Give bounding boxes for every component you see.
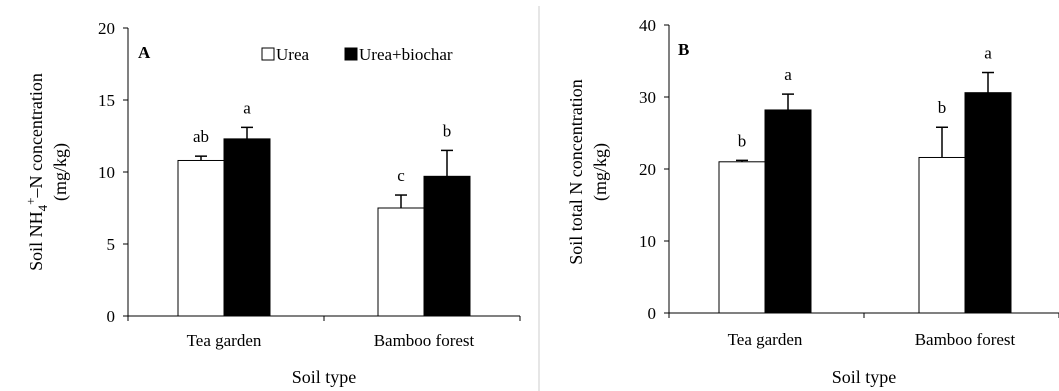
panel-b-y-tick-label: 40 [639, 16, 656, 35]
panel-a-y-axis-title-suffix: –N concentration [26, 73, 46, 198]
legend-swatch-urea-biochar [344, 47, 358, 61]
panel-a-y-axis-title-prefix: Soil NH [26, 211, 46, 271]
panel-b-bar-bamboo-forest-urea-biochar [964, 92, 1012, 314]
panel-b-chart: 0 10 20 30 40 Tea garden Bamboo forest S… [566, 16, 1059, 387]
panel-a-label: A [138, 43, 151, 62]
panel-b-y-tick-label: 30 [639, 88, 656, 107]
panel-a-y-tick-label: 20 [98, 19, 115, 38]
panel-b-bar-tea-garden-urea-biochar [764, 109, 812, 314]
panel-a-y-tick-label: 0 [107, 307, 116, 326]
panel-b-label: B [678, 40, 689, 59]
panel-a-y-tick-label: 5 [107, 235, 116, 254]
panel-b-bar-tea-garden-urea [718, 161, 766, 314]
panel-a-y-tick-label: 15 [98, 91, 115, 110]
panel-b-y-tick-label: 20 [639, 160, 656, 179]
panel-b-x-tick-labels: Tea garden Bamboo forest [728, 330, 1016, 349]
panel-a-bars: ab a c b [123, 27, 521, 321]
panel-a-bar-bamboo-forest-urea [377, 207, 425, 317]
panel-a-x-tick-label-tea-garden: Tea garden [187, 331, 262, 350]
panel-a-y-axis-title: Soil NH4+–N concentration [23, 73, 50, 271]
panel-a-bar-tea-garden-urea-biochar [223, 138, 271, 317]
panel-a-chart: 0 5 10 15 20 Tea garden Bamboo forest So… [23, 19, 521, 387]
panel-b-x-axis-title: Soil type [832, 367, 897, 387]
legend-swatch-urea [261, 47, 275, 61]
panel-a-y-axis-title-superscript: + [23, 198, 38, 205]
panel-b-bar-tea-garden-urea-biochar-significance-label: a [784, 65, 792, 84]
panel-a-x-axis-title: Soil type [292, 367, 357, 387]
panel-b-y-axis-title: Soil total N concentration [566, 79, 586, 264]
panel-a-y-axis-title-units: (mg/kg) [50, 143, 71, 201]
panel-a-y-tick-labels: 0 5 10 15 20 [98, 19, 115, 326]
legend-label-urea: Urea [276, 45, 309, 64]
panel-b-bar-bamboo-forest-urea-significance-label: b [938, 98, 947, 117]
panel-b-y-axis-title-units: (mg/kg) [590, 143, 611, 201]
panel-a-bar-tea-garden-urea [177, 159, 225, 317]
panel-b-x-tick-label-tea-garden: Tea garden [728, 330, 803, 349]
panel-b-bar-tea-garden-urea-significance-label: b [738, 131, 747, 150]
panel-b-y-tick-labels: 0 10 20 30 40 [639, 16, 656, 323]
panel-a-bar-bamboo-forest-urea-biochar-significance-label: b [443, 121, 452, 140]
panel-a-bar-tea-garden-urea-biochar-significance-label: a [243, 98, 251, 117]
panel-a-x-tick-labels: Tea garden Bamboo forest [187, 331, 475, 350]
panel-a-bar-bamboo-forest-urea-biochar [423, 175, 471, 317]
panel-a-y-axis-title-subscript: 4 [35, 204, 50, 211]
panel-a-bar-bamboo-forest-urea-significance-label: c [397, 166, 405, 185]
panel-a-bar-tea-garden-urea-significance-label: ab [193, 127, 209, 146]
panel-a-x-tick-label-bamboo-forest: Bamboo forest [374, 331, 475, 350]
panel-b-bars: b a b a [664, 24, 1059, 318]
legend-label-urea-biochar: Urea+biochar [359, 45, 453, 64]
panel-b-x-tick-label-bamboo-forest: Bamboo forest [915, 330, 1016, 349]
panel-b-bar-bamboo-forest-urea-biochar-significance-label: a [984, 44, 992, 63]
panel-b-y-tick-label: 10 [639, 232, 656, 251]
panel-a-y-tick-label: 10 [98, 163, 115, 182]
panel-b-y-tick-label: 0 [648, 304, 657, 323]
panel-b-bar-bamboo-forest-urea [918, 156, 966, 314]
panel-a-legend: Urea Urea+biochar [261, 45, 453, 64]
